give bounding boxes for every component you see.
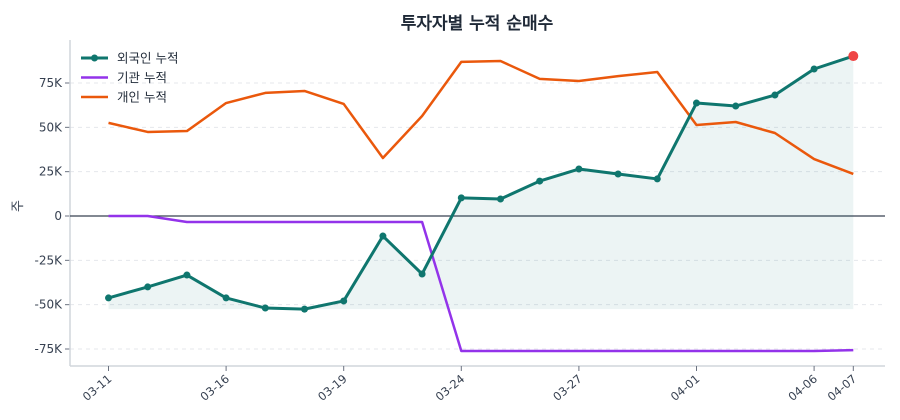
data-point <box>379 232 387 240</box>
y-tick-label: 0 <box>54 209 62 223</box>
x-tick-label: 03-19 <box>315 372 350 404</box>
legend-label: 개인 누적 <box>117 90 167 105</box>
series-line-1 <box>108 214 854 353</box>
data-point <box>222 294 230 302</box>
series-line-2 <box>108 59 854 176</box>
x-tick-label: 03-11 <box>80 372 115 404</box>
y-tick-label: -75K <box>35 342 64 356</box>
data-point <box>144 283 152 291</box>
data-point <box>614 170 622 178</box>
data-point <box>105 294 112 302</box>
data-point <box>497 195 504 203</box>
x-tick-label: 04-01 <box>668 372 703 404</box>
y-tick-label: 75K <box>39 76 63 90</box>
data-point <box>418 270 426 278</box>
data-point <box>771 91 779 99</box>
last-point-marker <box>848 51 859 62</box>
series-line-0 <box>108 54 854 311</box>
area-fill-0 <box>108 56 854 310</box>
y-tick-label: 25K <box>39 165 63 179</box>
data-point <box>301 305 308 313</box>
y-tick-label: 50K <box>39 120 63 134</box>
y-tick-label: -25K <box>35 253 64 267</box>
x-tick-label: 03-24 <box>433 372 468 404</box>
data-point <box>693 99 700 107</box>
x-tick-label: 03-16 <box>197 372 232 404</box>
data-point <box>810 65 818 73</box>
data-point <box>457 194 465 202</box>
y-axis-label: 주 <box>11 200 26 212</box>
data-point <box>340 297 348 305</box>
x-tick-label: 03-27 <box>550 372 585 404</box>
data-point <box>183 271 191 279</box>
x-tick-label: 04-07 <box>825 372 860 404</box>
x-tick-label: 04-06 <box>785 372 820 404</box>
plot-area <box>105 51 859 353</box>
legend-label: 기관 누적 <box>117 70 167 85</box>
y-tick-label: -50K <box>35 298 64 312</box>
data-point <box>653 175 661 183</box>
legend-marker <box>91 54 98 62</box>
data-point <box>261 304 269 312</box>
data-point <box>732 102 740 110</box>
chart-title: 투자자별 누적 순매수 <box>401 14 554 34</box>
data-point <box>575 165 583 173</box>
data-point <box>536 177 544 185</box>
legend-label: 외국인 누적 <box>117 51 178 66</box>
